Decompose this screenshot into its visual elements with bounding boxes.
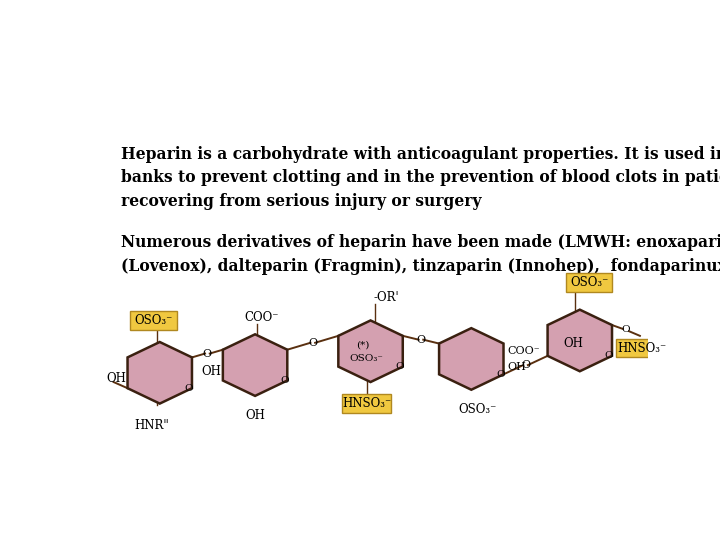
Text: (*): (*): [356, 341, 369, 349]
Text: O: O: [496, 370, 505, 379]
Text: Heparin is a carbohydrate with anticoagulant properties. It is used in blood
ban: Heparin is a carbohydrate with anticoagu…: [121, 146, 720, 210]
Text: OH: OH: [245, 409, 265, 422]
Text: OH: OH: [107, 373, 126, 386]
Text: -OR': -OR': [374, 291, 400, 304]
Text: HNSO₃⁻: HNSO₃⁻: [342, 397, 391, 410]
Polygon shape: [548, 309, 612, 372]
Text: OH: OH: [507, 362, 526, 372]
Polygon shape: [338, 320, 402, 382]
Text: COO⁻: COO⁻: [244, 311, 279, 324]
Text: HNR": HNR": [135, 418, 169, 431]
Polygon shape: [223, 334, 287, 396]
Text: O: O: [280, 376, 289, 385]
Text: OH: OH: [202, 364, 222, 378]
Text: O: O: [203, 348, 212, 359]
Text: O: O: [308, 338, 318, 348]
Text: O: O: [395, 362, 404, 371]
Polygon shape: [127, 342, 192, 403]
Polygon shape: [439, 328, 503, 390]
FancyBboxPatch shape: [616, 339, 667, 357]
Text: O: O: [184, 384, 193, 393]
Text: OSO₃⁻: OSO₃⁻: [349, 354, 383, 363]
Text: COO⁻: COO⁻: [507, 346, 539, 356]
Text: HNSO₃⁻: HNSO₃⁻: [617, 342, 667, 355]
Text: O: O: [416, 335, 426, 345]
Text: O: O: [521, 360, 530, 370]
Text: O: O: [621, 325, 630, 334]
Text: OSO₃⁻: OSO₃⁻: [570, 276, 608, 289]
FancyBboxPatch shape: [130, 311, 177, 330]
Text: OSO₃⁻: OSO₃⁻: [135, 314, 173, 327]
FancyBboxPatch shape: [566, 273, 612, 292]
Text: OH: OH: [564, 337, 583, 350]
Text: O: O: [605, 352, 613, 360]
FancyBboxPatch shape: [342, 394, 392, 413]
Text: Numerous derivatives of heparin have been made (LMWH: enoxaparin
(Lovenox), dalt: Numerous derivatives of heparin have bee…: [121, 234, 720, 275]
Text: OSO₃⁻: OSO₃⁻: [459, 403, 497, 416]
